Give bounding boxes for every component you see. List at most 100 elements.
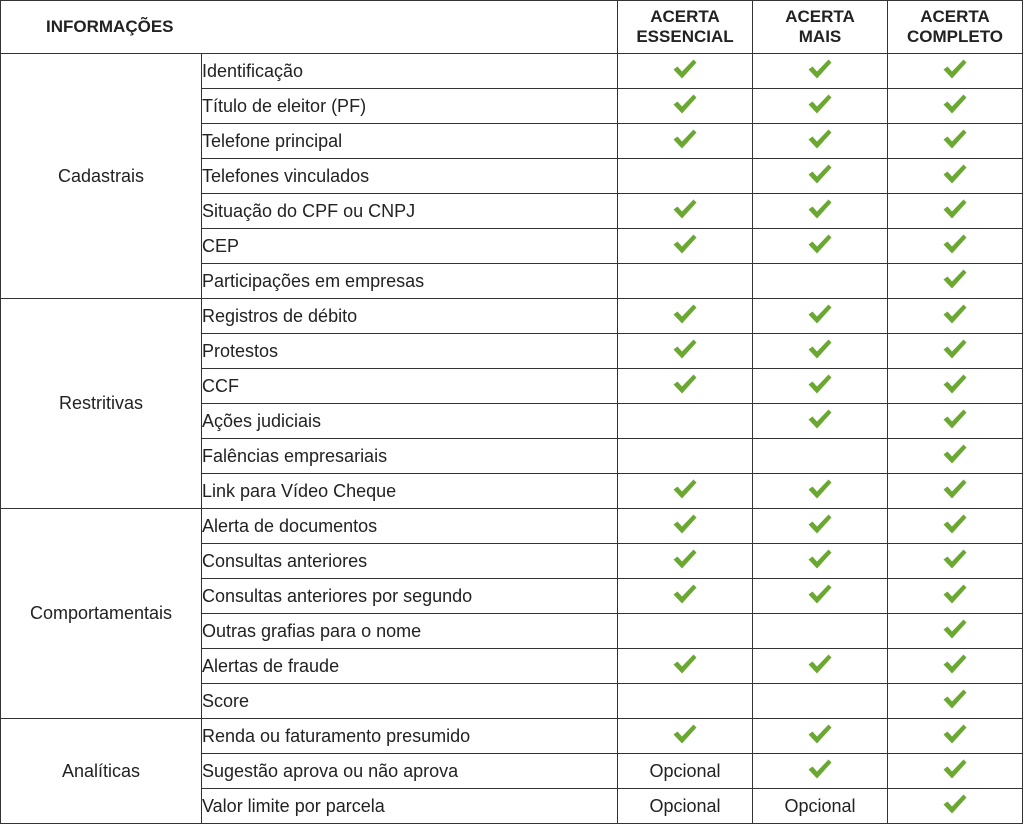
checkmark-icon [672,583,698,610]
plan-cell: Opcional [617,788,753,824]
checkmark-icon [807,163,833,190]
plan-cell [617,578,753,614]
plan-cell [887,788,1023,824]
plan-cell [752,648,888,684]
checkmark-icon [807,58,833,85]
plan-cell [887,333,1023,369]
table-row: Comportamentais Alerta de documentos [0,508,1023,719]
info-label: Outras grafias para o nome [201,613,618,649]
plan-cell [752,88,888,124]
plan-cell [752,53,888,89]
plan-cell [887,718,1023,754]
plan-cell [752,368,888,404]
info-label: Identificação [201,53,618,89]
info-label: Telefone principal [201,123,618,159]
plan-cell [887,438,1023,474]
info-label: CCF [201,368,618,404]
plan-cell [887,228,1023,264]
category-cell: Analíticas [0,718,202,824]
plan-cell [887,298,1023,334]
plan-cell [752,298,888,334]
info-label: Consultas anteriores por segundo [201,578,618,614]
plan-cell [617,158,753,194]
checkmark-icon [942,128,968,155]
info-label: Valor limite por parcela [201,788,618,824]
checkmark-icon [672,513,698,540]
checkmark-icon [672,478,698,505]
info-label: Consultas anteriores [201,543,618,579]
checkmark-icon [942,93,968,120]
plan-cell [617,403,753,439]
checkmark-icon [807,548,833,575]
plan-cell [887,53,1023,89]
checkmark-icon [807,303,833,330]
table-row: CEP [1,228,1023,264]
plan-cell [887,368,1023,404]
checkmark-icon [672,128,698,155]
plan-cell [887,648,1023,684]
plan-cell [617,53,753,89]
plan-name-line2: ESSENCIAL [636,27,734,46]
info-label: Score [201,683,618,719]
optional-text: Opcional [784,795,856,816]
checkmark-icon [942,723,968,750]
plan-cell: Opcional [752,788,888,824]
plan-cell [887,473,1023,509]
checkmark-icon [672,58,698,85]
checkmark-icon [807,723,833,750]
plan-cell [752,263,888,299]
info-label: Protestos [201,333,618,369]
checkmark-icon [807,758,833,785]
plan-cell [617,473,753,509]
plan-cell [752,473,888,509]
checkmark-icon [942,583,968,610]
plan-cell [617,333,753,369]
header-plan-mais: ACERTA MAIS [752,0,888,54]
plan-cell [617,613,753,649]
checkmark-icon [942,688,968,715]
plan-cell [887,403,1023,439]
plan-cell [752,508,888,544]
checkmark-icon [942,548,968,575]
checkmark-icon [807,653,833,680]
plan-cell [752,753,888,789]
plan-cell [617,193,753,229]
checkmark-icon [807,478,833,505]
table-row: Participações em empresas [1,263,1023,299]
table-row: CCF [1,368,1023,404]
checkmark-icon [807,373,833,400]
checkmark-icon [807,128,833,155]
plan-cell [617,228,753,264]
header-plan-completo: ACERTA COMPLETO [887,0,1023,54]
info-label: Falências empresariais [201,438,618,474]
table-row: Ações judiciais [1,403,1023,439]
plan-cell [752,718,888,754]
plan-name-line1: ACERTA [785,7,855,26]
plan-cell [887,263,1023,299]
checkmark-icon [672,303,698,330]
plan-cell [617,88,753,124]
plan-cell [887,578,1023,614]
info-label: Ações judiciais [201,403,618,439]
checkmark-icon [807,408,833,435]
checkmark-icon [942,478,968,505]
plan-cell [887,88,1023,124]
plan-cell [752,543,888,579]
category-cell: Restritivas [0,298,202,509]
checkmark-icon [942,338,968,365]
checkmark-icon [672,198,698,225]
table-row: Valor limite por parcela Opcional Opcional [1,788,1023,824]
checkmark-icon [672,653,698,680]
info-label: Alertas de fraude [201,648,618,684]
checkmark-icon [807,93,833,120]
plan-cell [887,508,1023,544]
table-row: Consultas anteriores [1,543,1023,579]
plan-name-line1: ACERTA [650,7,720,26]
plan-cell [752,193,888,229]
checkmark-icon [942,198,968,225]
plan-name-line2: MAIS [798,27,842,46]
optional-text: Opcional [649,760,721,781]
checkmark-icon [807,338,833,365]
table-row: Alertas de fraude [1,648,1023,684]
